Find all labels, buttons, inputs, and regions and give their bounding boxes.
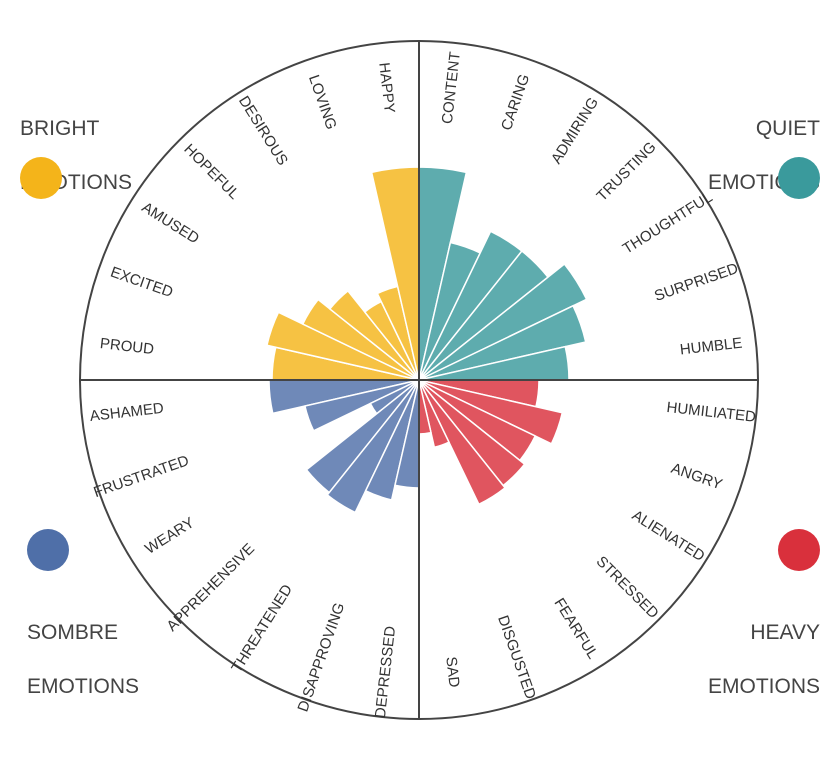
bar-frustrated bbox=[304, 379, 420, 432]
label-humble: HUMBLE bbox=[679, 335, 743, 359]
label-disapproving: DISAPPROVING bbox=[295, 601, 349, 714]
label-depressed: DEPRESSED bbox=[372, 625, 399, 719]
bar-disapproving bbox=[364, 379, 420, 501]
label-thoughtful: THOUGHTFUL bbox=[620, 189, 716, 258]
label-ashamed: ASHAMED bbox=[89, 400, 165, 425]
label-alienated: ALIENATED bbox=[629, 507, 708, 565]
sombre-title-line2: EMOTIONS bbox=[27, 675, 140, 698]
bright-title-line1: BRIGHT bbox=[20, 117, 100, 140]
label-loving: LOVING bbox=[305, 73, 340, 132]
label-weary: WEARY bbox=[142, 514, 197, 558]
label-amused: AMUSED bbox=[139, 199, 203, 248]
label-stressed: STRESSED bbox=[593, 553, 662, 622]
sombre-emotions-dot bbox=[27, 529, 69, 571]
bar-thoughtful bbox=[418, 262, 588, 381]
quiet-emotions-dot bbox=[778, 157, 820, 199]
label-caring: CARING bbox=[498, 72, 533, 133]
bar-angry bbox=[418, 379, 564, 445]
bars-layer bbox=[266, 166, 588, 514]
heavy-emotions-dot bbox=[778, 529, 820, 571]
label-content: CONTENT bbox=[439, 51, 464, 125]
sombre-emotions-title: SOMBRE EMOTIONS bbox=[27, 592, 139, 727]
quiet-emotions-title: QUIET EMOTIONS bbox=[708, 88, 820, 223]
bright-emotions-dot bbox=[20, 157, 62, 199]
label-excited: EXCITED bbox=[108, 264, 175, 302]
bright-emotions-title: BRIGHT EMOTIONS bbox=[20, 88, 132, 223]
label-happy: HAPPY bbox=[375, 62, 398, 114]
label-threatened: THREATENED bbox=[228, 581, 296, 675]
bar-amused bbox=[301, 298, 420, 381]
heavy-title-line1: HEAVY bbox=[750, 621, 820, 644]
bar-threatened bbox=[326, 379, 420, 514]
label-trusting: TRUSTING bbox=[593, 139, 659, 205]
label-proud: PROUD bbox=[99, 335, 155, 358]
quiet-title-line1: QUIET bbox=[755, 117, 820, 140]
bar-surprised bbox=[418, 304, 587, 381]
sombre-title-line1: SOMBRE bbox=[27, 621, 119, 644]
bar-hopeful bbox=[328, 289, 420, 381]
label-apprehensive: APPREHENSIVE bbox=[163, 540, 258, 635]
label-disgusted: DISGUSTED bbox=[494, 613, 539, 701]
label-sad: SAD bbox=[442, 656, 462, 689]
label-surprised: SURPRISED bbox=[652, 260, 740, 305]
heavy-emotions-title: HEAVY EMOTIONS bbox=[708, 592, 820, 727]
bar-disgusted bbox=[418, 379, 450, 449]
label-angry: ANGRY bbox=[669, 460, 725, 494]
label-admiring: ADMIRING bbox=[548, 95, 602, 168]
heavy-title-line2: EMOTIONS bbox=[707, 675, 820, 698]
bar-excited bbox=[266, 311, 420, 381]
label-desirous: DESIROUS bbox=[235, 93, 291, 168]
bar-fearful bbox=[418, 379, 507, 506]
label-frustrated: FRUSTRATED bbox=[91, 452, 191, 501]
label-humiliated: HUMILIATED bbox=[666, 399, 757, 426]
label-fearful: FEARFUL bbox=[550, 595, 601, 662]
label-hopeful: HOPEFUL bbox=[180, 141, 242, 203]
